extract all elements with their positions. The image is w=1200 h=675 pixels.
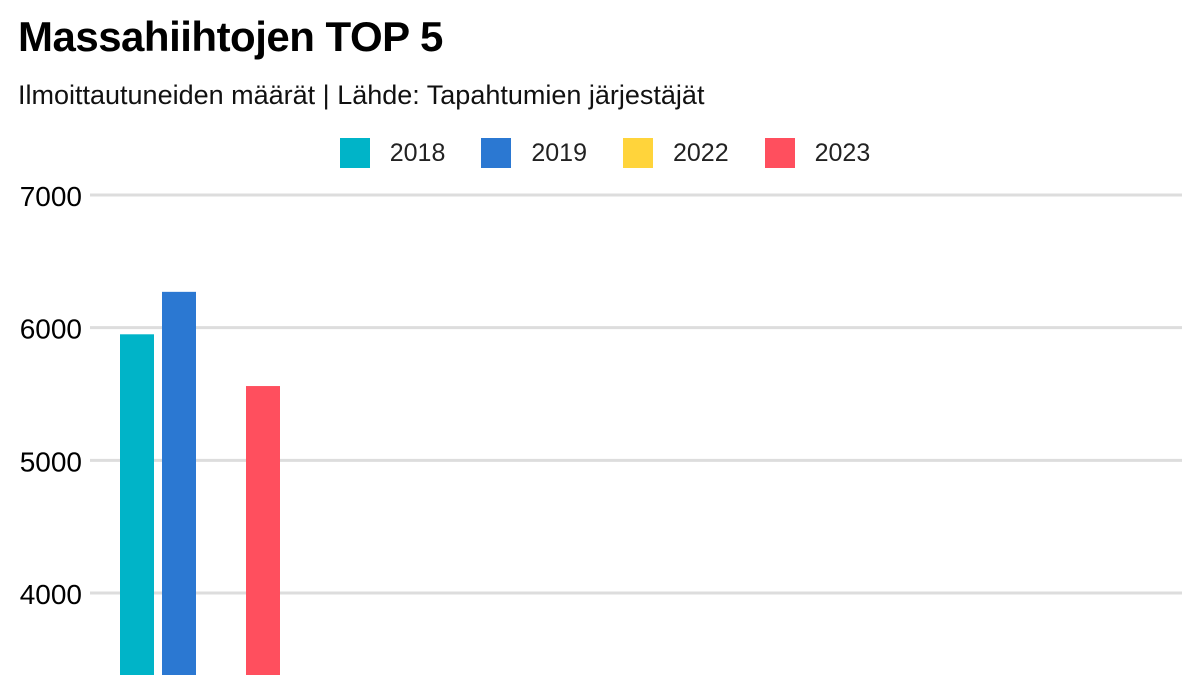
legend-swatch-2018 xyxy=(339,138,370,168)
legend-item-2019[interactable]: 2019 xyxy=(481,138,587,168)
chart-subtitle: Ilmoittautuneiden määrät | Lähde: Tapaht… xyxy=(18,80,705,110)
legend-label-2023: 2023 xyxy=(814,138,871,167)
bar-2023[interactable] xyxy=(246,386,280,675)
legend-item-2022[interactable]: 2022 xyxy=(623,138,729,168)
legend-item-2023[interactable]: 2023 xyxy=(764,138,871,168)
y-tick-label-7000: 7000 xyxy=(20,181,82,212)
y-tick-label-4000: 4000 xyxy=(20,579,82,610)
bars-layer xyxy=(120,291,280,675)
legend-label-2019: 2019 xyxy=(531,138,587,167)
y-tick-label-6000: 6000 xyxy=(20,314,82,345)
chart-legend: 2018 2019 2022 2023 xyxy=(0,138,1200,168)
legend-label-2018: 2018 xyxy=(389,138,446,167)
bar-2018[interactable] xyxy=(120,334,154,675)
legend-swatch-2023 xyxy=(764,138,795,168)
y-tick-label-5000: 5000 xyxy=(20,446,82,477)
legend-swatch-2019 xyxy=(481,138,512,168)
legend-swatch-2022 xyxy=(623,138,653,168)
legend-label-2022: 2022 xyxy=(673,138,729,167)
legend-item-2018[interactable]: 2018 xyxy=(339,138,446,168)
bar-2019[interactable] xyxy=(162,291,196,675)
chart-title: Massahiihtojen TOP 5 xyxy=(18,13,443,60)
